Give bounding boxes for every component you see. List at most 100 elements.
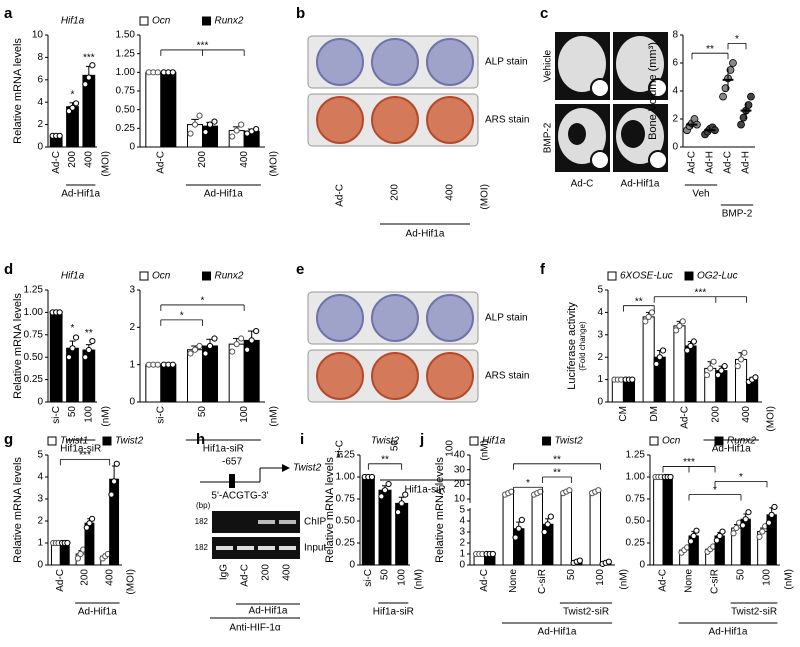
significance: *** <box>683 457 695 468</box>
y-axis-label: Relative mRNA levels <box>324 457 336 563</box>
row-label: Vehicle <box>543 49 554 82</box>
legend-label: Runx2 <box>215 271 244 282</box>
data-point <box>629 376 636 383</box>
y-axis-label: Relative mRNA levels <box>12 38 24 144</box>
y-tick-label: 1.00 <box>626 472 646 483</box>
x-tick-label: 100 <box>83 406 94 423</box>
significance: *** <box>197 41 209 52</box>
gel <box>212 537 300 559</box>
y-tick-label: 3 <box>459 527 465 538</box>
x-tick-label: None <box>508 569 519 593</box>
data-point <box>82 354 89 361</box>
bar <box>653 476 664 566</box>
stain-label: ALP stain <box>485 313 528 324</box>
data-point <box>368 473 376 481</box>
x-tick-label: 100 <box>595 569 606 586</box>
y-tick-label: 0 <box>37 560 43 571</box>
data-point <box>196 112 203 119</box>
y-tick-label: 0 <box>349 560 355 571</box>
group-label: Twist2-siR <box>731 607 777 618</box>
data-point <box>385 480 392 488</box>
y-tick-label: 8 <box>672 30 678 41</box>
legend-label: Ocn <box>152 16 171 27</box>
data-point <box>77 550 84 558</box>
data-point <box>576 557 583 564</box>
chart-title: Hif1a <box>61 16 85 27</box>
defect <box>568 123 586 145</box>
y-tick-label: 0 <box>129 142 135 153</box>
data-point <box>687 342 694 350</box>
data-point <box>72 334 80 341</box>
bar <box>513 528 525 566</box>
data-point <box>684 347 691 354</box>
y-tick-label: 10 <box>32 30 44 41</box>
bar <box>662 476 673 566</box>
data-point <box>82 81 89 88</box>
x-tick-label: Ad-C <box>723 151 734 174</box>
group-label: Twist2-siR <box>563 607 609 618</box>
y-axis-label: (Fold change) <box>578 321 587 371</box>
significance: * <box>526 478 530 489</box>
x-tick-label: 200 <box>710 406 721 423</box>
y-tick-label: 0.75 <box>24 329 44 340</box>
inset <box>648 78 668 98</box>
significance: ** <box>553 454 561 465</box>
data-point <box>642 318 649 325</box>
data-point <box>56 132 63 139</box>
group-label: Hif1a-siR <box>404 485 445 496</box>
y-tick-label: 0.25 <box>24 374 44 385</box>
y-tick-label: 2 <box>37 516 43 527</box>
data-point <box>489 550 496 558</box>
bar <box>642 316 655 403</box>
significance: * <box>201 296 205 307</box>
data-point <box>89 62 96 69</box>
legend-swatch <box>542 436 551 446</box>
y-tick-label: 4 <box>37 97 43 108</box>
data-point <box>759 528 766 535</box>
y-tick-label: 0 <box>37 397 43 408</box>
data-point <box>378 493 385 500</box>
lane-label: IgG <box>219 564 230 580</box>
gel <box>212 511 300 533</box>
panel-letter: a <box>4 5 13 22</box>
data-point <box>64 539 71 547</box>
data-point <box>89 337 96 345</box>
band-size: 182 <box>195 517 209 526</box>
bar <box>622 379 635 403</box>
band-label: ChIP <box>304 517 327 528</box>
data-point <box>515 525 522 532</box>
x-tick-label: None <box>684 569 695 593</box>
data-point <box>541 528 548 536</box>
data-point <box>687 538 694 545</box>
data-point <box>718 367 725 374</box>
data-point <box>645 313 652 320</box>
data-point <box>726 66 735 74</box>
data-point <box>196 342 203 350</box>
y-tick-label: 0.75 <box>116 86 136 97</box>
legend-swatch <box>714 436 724 446</box>
data-point <box>703 372 711 379</box>
x-tick-label: Ad-C <box>479 569 490 592</box>
y-axis-label: Luciferase activity <box>566 302 578 390</box>
x-tick-label: 50 <box>566 569 577 581</box>
data-point <box>113 460 120 467</box>
x-tick-label: C-siR <box>537 569 548 594</box>
x-tick-label: C-siR <box>710 569 721 594</box>
y-tick-label: 3 <box>597 329 603 340</box>
well <box>371 294 419 342</box>
column-label: 400 <box>445 184 456 201</box>
data-point <box>169 361 176 368</box>
lane-label: 400 <box>282 564 293 581</box>
y-tick-label: 4 <box>459 516 465 527</box>
data-point <box>713 537 720 544</box>
stain-label: ALP stain <box>485 57 528 68</box>
inset <box>648 150 668 170</box>
y-tick-label: 3 <box>37 494 43 505</box>
y-tick-label: 0.25 <box>626 538 646 549</box>
y-tick-label: 4 <box>672 86 678 97</box>
x-tick-label: Ad-C <box>658 569 669 592</box>
significance: * <box>180 311 184 322</box>
significance: *** <box>79 450 91 461</box>
y-tick-label: 5 <box>37 450 43 461</box>
data-point <box>248 337 255 344</box>
